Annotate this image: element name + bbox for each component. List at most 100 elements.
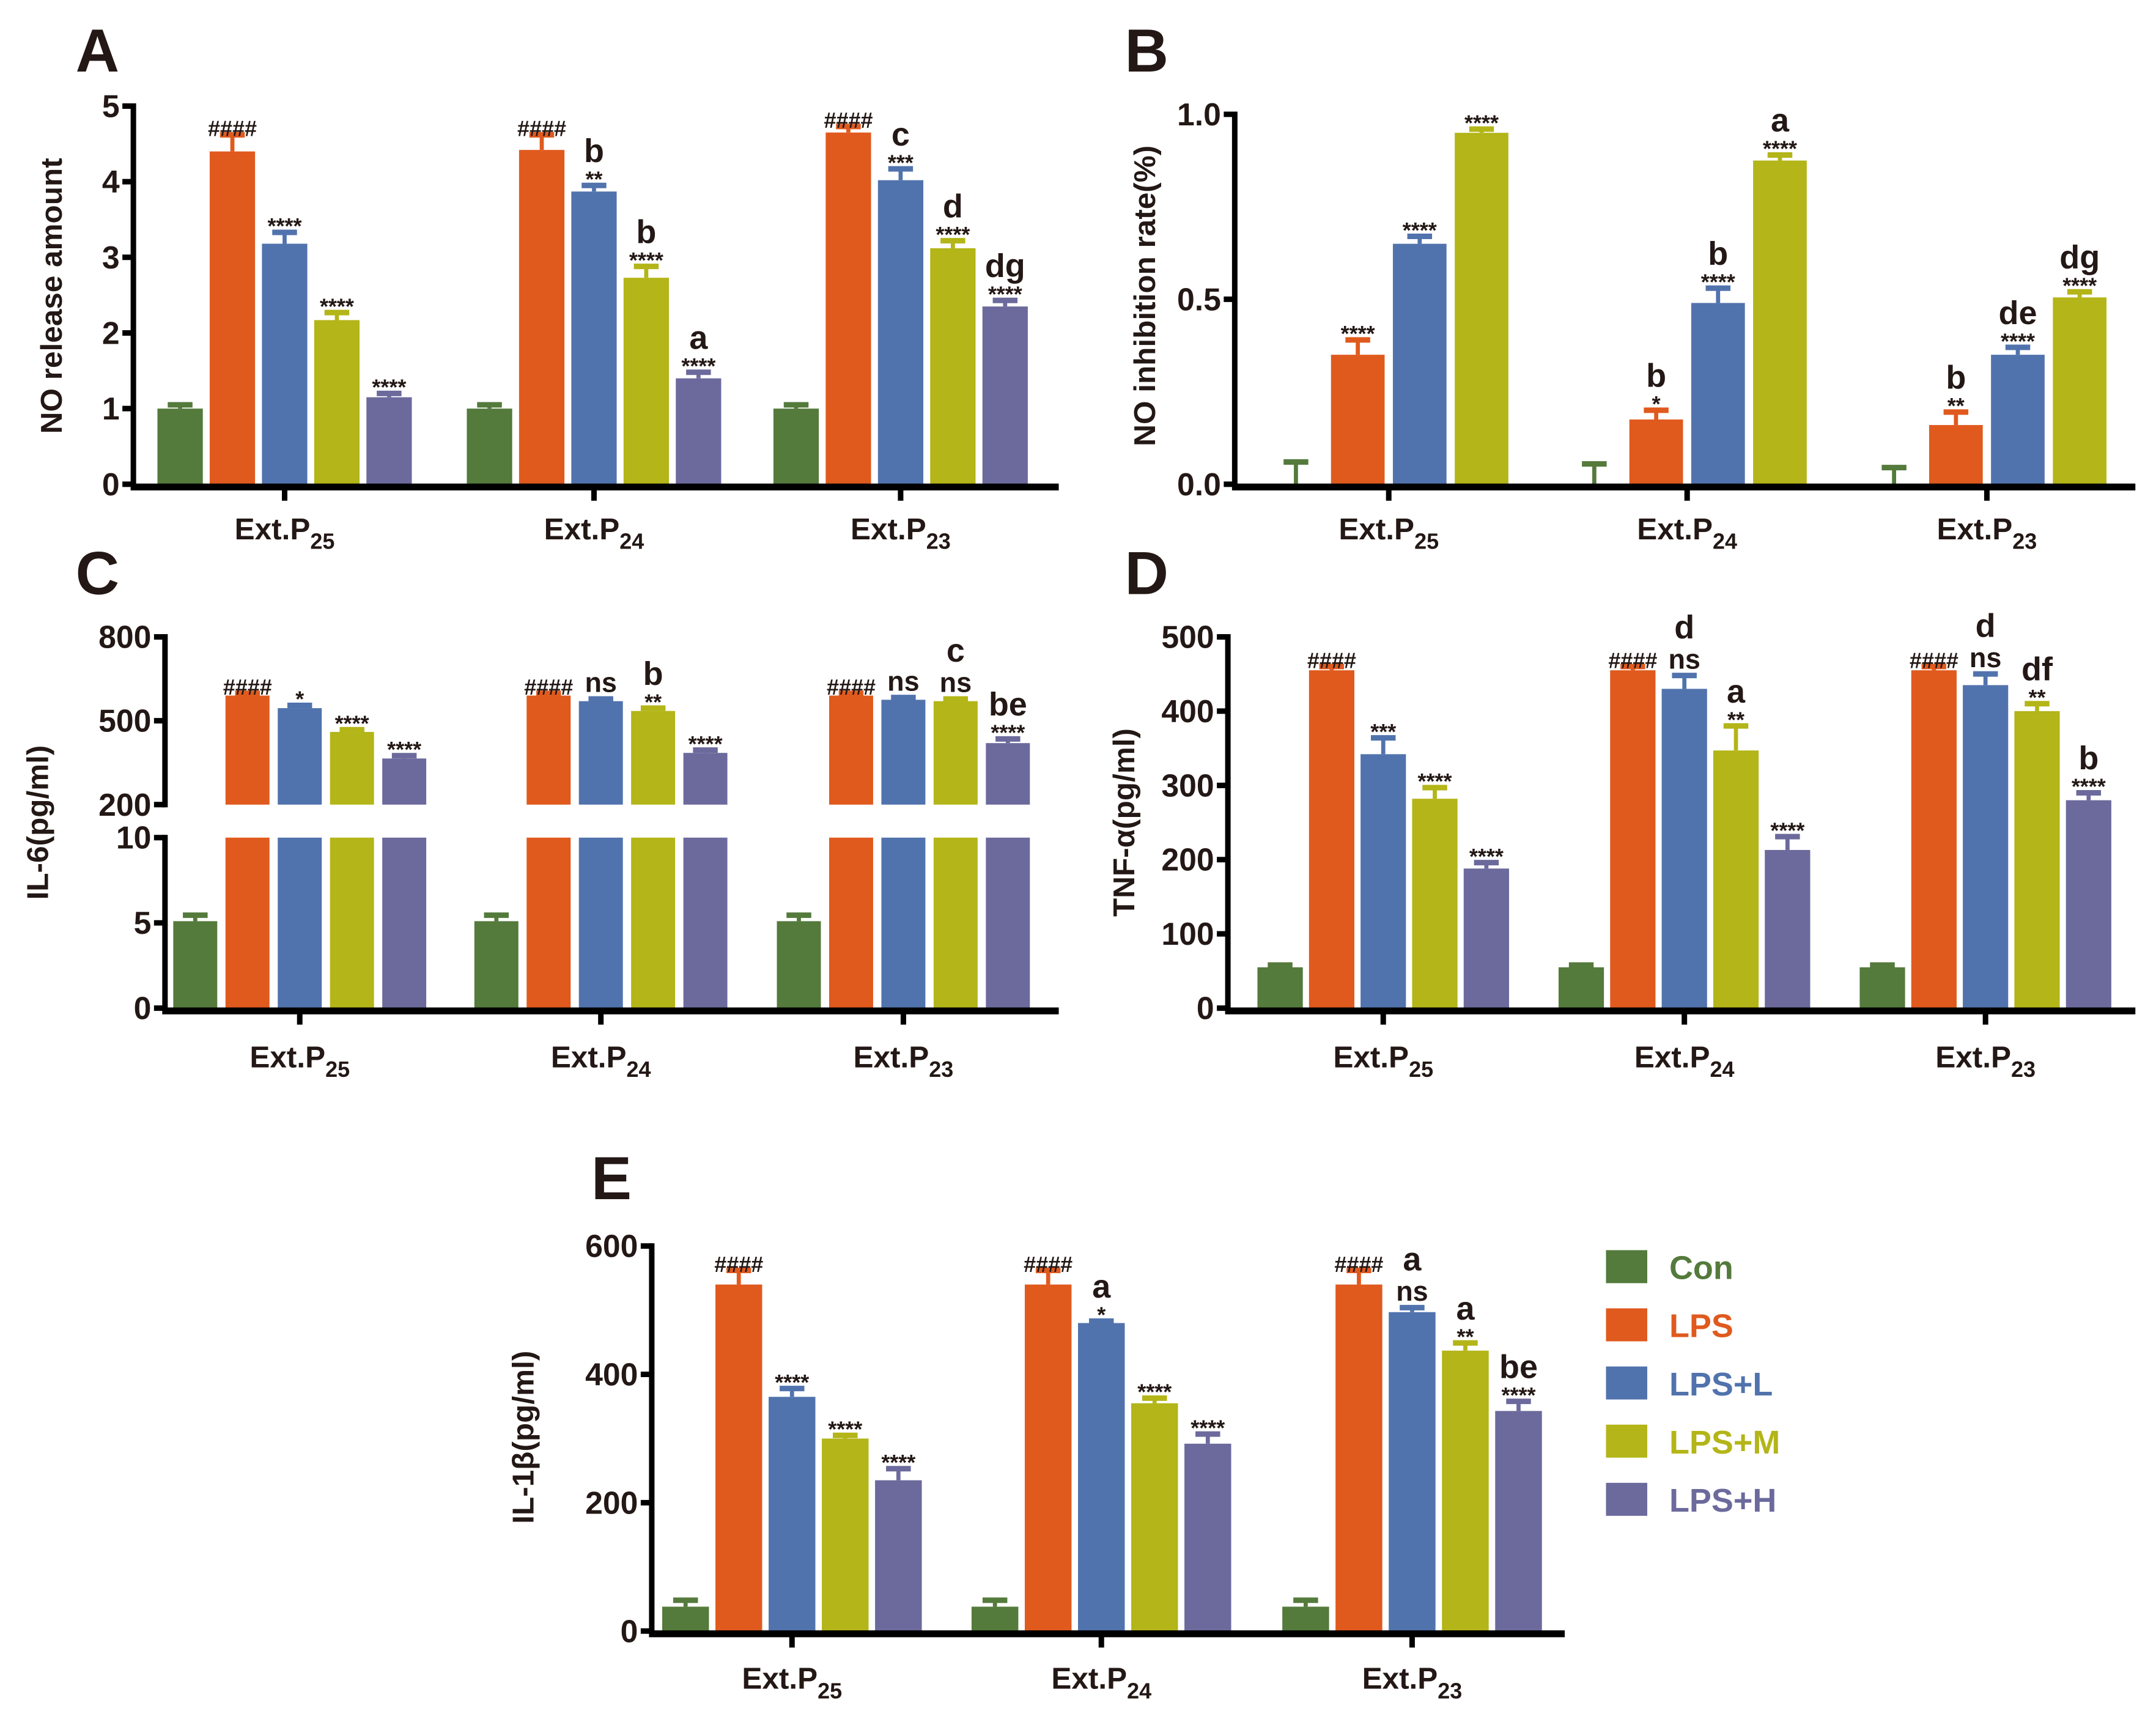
bar (262, 243, 308, 484)
significance-label: b (643, 656, 663, 692)
significance-label: #### (827, 674, 876, 700)
panel-letter: C (76, 539, 119, 607)
y-tick-label: 4 (102, 164, 120, 199)
y-tick-label: 0 (102, 467, 120, 502)
bar (1713, 750, 1759, 1008)
bar (877, 180, 924, 484)
x-tick-label: Ext.P25 (1333, 1040, 1433, 1082)
bar (467, 408, 512, 484)
bar (157, 408, 203, 484)
bar-lower-segment (278, 837, 322, 1008)
x-tick-label: Ext.P23 (1935, 1040, 2036, 1082)
bar (209, 151, 256, 484)
bar (1389, 1312, 1436, 1632)
bar (773, 408, 819, 484)
significance-label: #### (517, 116, 566, 141)
significance-label: b (584, 133, 604, 169)
significance-label: **** (1469, 844, 1504, 869)
significance-label: b (2078, 740, 2099, 777)
significance-label: ** (1456, 1324, 1474, 1349)
significance-label: b (1646, 358, 1666, 394)
y-tick-label: 600 (585, 1229, 638, 1264)
bar (1929, 425, 1983, 484)
significance-label: a (689, 320, 708, 357)
x-tick-label: Ext.P23 (1362, 1662, 1463, 1704)
significance-label: a (1403, 1241, 1422, 1278)
bar (1691, 303, 1745, 484)
significance-label: * (295, 687, 304, 712)
bar (526, 695, 571, 805)
significance-label: ns (940, 667, 972, 698)
significance-label: c (947, 632, 965, 669)
bar (881, 700, 926, 805)
significance-label: dg (985, 248, 1025, 284)
significance-label: ns (585, 667, 616, 698)
y-tick-label: 200 (585, 1485, 638, 1520)
bar (933, 701, 978, 805)
y-tick-label: 500 (98, 703, 151, 739)
significance-label: d (943, 188, 963, 224)
y-tick-label: 2 (102, 315, 120, 350)
significance-label: **** (372, 375, 406, 400)
bar (2066, 800, 2111, 1008)
bar (1309, 670, 1354, 1008)
significance-label: **** (936, 222, 970, 247)
bar (1753, 160, 1807, 484)
bar (1629, 419, 1683, 484)
legend-item: LPS (1606, 1308, 1733, 1345)
significance-label: b (1946, 360, 1966, 396)
significance-label: **** (1501, 1383, 1535, 1408)
significance-label: ** (2028, 685, 2045, 710)
significance-label: be (1499, 1348, 1538, 1385)
significance-label: #### (1024, 1252, 1072, 1277)
legend-label: LPS+M (1669, 1424, 1780, 1461)
bar (1991, 355, 2045, 484)
bar (382, 758, 427, 805)
legend-label: LPS+H (1669, 1482, 1776, 1519)
significance-label: be (989, 686, 1027, 723)
significance-label: **** (689, 731, 723, 756)
bar (662, 1606, 709, 1632)
y-tick-label: 300 (1161, 767, 1214, 803)
bar (1024, 1284, 1072, 1632)
significance-label: ns (1396, 1276, 1428, 1307)
bar-lower-segment (578, 837, 623, 1008)
y-tick-label: 3 (102, 240, 120, 275)
significance-label: #### (208, 116, 257, 141)
significance-label: **** (1418, 769, 1452, 794)
panel-c: CIL-6(pg/ml)#### #### ####*ns ns******b nsc*… (21, 539, 1059, 1082)
bar (875, 1480, 922, 1632)
panel-b: BNO inhibition rate(%) *****b**b********b… (1124, 17, 2136, 554)
bar-lower-segment (631, 837, 676, 1008)
x-tick-label: Ext.P24 (551, 1040, 651, 1082)
bar (571, 191, 617, 484)
significance-label: **** (629, 248, 663, 273)
bar (1078, 1323, 1125, 1632)
significance-label: b (1708, 235, 1728, 272)
legend-item: LPS+H (1606, 1482, 1776, 1519)
significance-label: ns (1668, 643, 1700, 674)
y-tick-label: 5 (134, 905, 152, 940)
bar (829, 695, 873, 805)
bar (930, 248, 976, 484)
bar (2014, 711, 2060, 1008)
y-tick-label: 100 (1161, 916, 1214, 952)
bar (715, 1284, 762, 1632)
bar-lower-segment (933, 837, 978, 1008)
bar (1335, 1284, 1383, 1632)
y-tick-label: 1 (102, 391, 120, 426)
bar (1610, 670, 1656, 1008)
x-tick-label: Ext.P25 (742, 1662, 842, 1704)
y-tick-label: 200 (98, 787, 151, 822)
y-tick-label: 0.0 (1177, 467, 1221, 502)
significance-label: **** (335, 711, 369, 736)
significance-label: **** (320, 294, 354, 319)
bar (683, 753, 728, 805)
bar-lower-segment (881, 837, 926, 1008)
x-tick-label: Ext.P25 (1338, 512, 1439, 554)
bar (777, 921, 821, 1008)
bar (982, 306, 1028, 484)
significance-label: ns (1970, 642, 2001, 673)
significance-label: **** (1403, 218, 1437, 243)
